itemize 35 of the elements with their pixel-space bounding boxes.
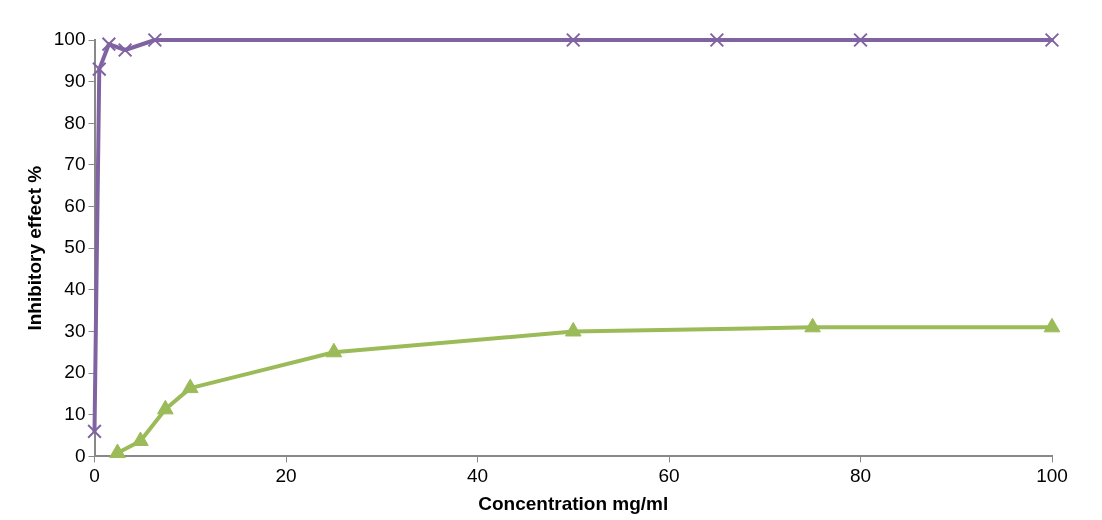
y-tick-label: 30 [64,319,86,341]
point [1043,317,1061,333]
point [91,61,107,77]
point [1044,32,1060,48]
point [565,32,581,48]
point [117,42,133,58]
x-tick-label: 0 [89,465,100,487]
point [709,32,725,48]
y-tick-label: 90 [64,69,86,91]
y-tick-label: 100 [53,28,86,50]
point [804,317,821,333]
point [132,431,149,446]
y-tick-label: 20 [64,361,86,383]
point [109,443,126,459]
x-tick-label: 20 [275,465,297,487]
y-tick-label: 0 [74,444,86,466]
point [101,36,117,52]
y-tick-label: 40 [64,278,86,300]
point [147,32,163,48]
x-tick-label: 40 [466,465,489,487]
y-tick-label: 60 [64,194,86,216]
x-tick-label: 60 [658,465,680,487]
y-tick-label: 10 [64,402,86,424]
x-tick-label: 80 [849,465,872,487]
point [853,32,868,48]
point [325,342,343,358]
point [564,321,582,337]
y-tick-label: 70 [64,153,86,175]
y-axis-title: Inhibitory effect % [23,165,45,331]
point [157,399,174,415]
y-tick-label: 80 [64,111,86,133]
point [181,378,199,394]
y-tick-label: 50 [64,236,86,258]
x-axis-title: Concentration mg/ml [478,492,669,514]
x-tick-label: 100 [1036,465,1068,487]
